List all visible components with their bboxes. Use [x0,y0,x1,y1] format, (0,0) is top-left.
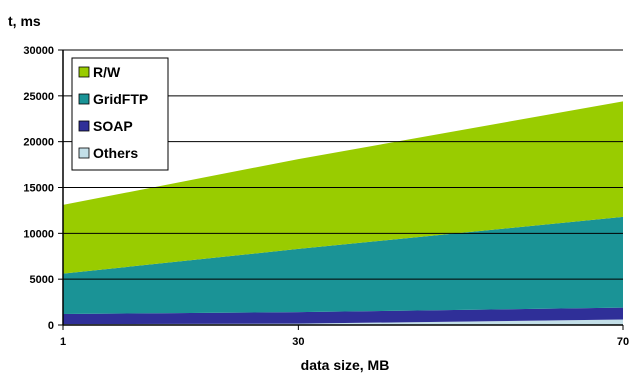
y-axis-title: t, ms [8,13,41,29]
legend-label-soap: SOAP [93,118,133,134]
x-tick-label: 70 [617,336,629,348]
y-tick-label: 25000 [23,91,54,103]
x-tick-label: 1 [60,336,66,348]
area-soap [63,307,623,325]
y-tick-labels: 0 5000 10000 15000 20000 25000 30000 [23,45,54,332]
legend-swatch-gridftp [78,93,90,105]
legend-swatch-others [78,147,90,159]
legend-swatch-soap [78,120,90,132]
x-tick-labels: 1 30 70 [60,336,629,348]
y-tick-label: 30000 [23,45,54,57]
area-gridftp [63,216,623,314]
y-tick-label: 5000 [30,274,54,286]
x-tick-label: 30 [292,336,304,348]
area-others [63,319,623,325]
legend-label-r-w: R/W [93,64,121,80]
axes [58,49,624,330]
legend-label-others: Others [93,145,138,161]
legend-swatch-r-w [78,66,90,78]
y-tick-label: 10000 [23,228,54,240]
legend: R/W GridFTP SOAP Others [71,57,169,171]
x-axis-title: data size, MB [301,357,390,373]
legend-label-gridftp: GridFTP [93,91,148,107]
y-tick-label: 15000 [23,183,54,195]
y-tick-label: 0 [48,320,54,332]
y-tick-label: 20000 [23,137,54,149]
